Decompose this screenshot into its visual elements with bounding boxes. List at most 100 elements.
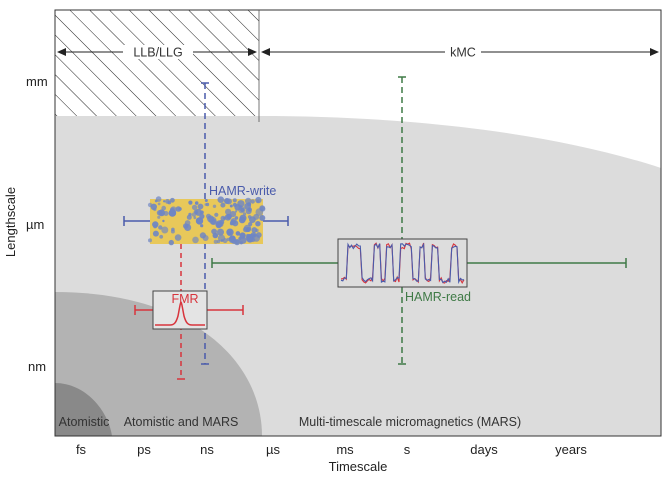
grain-dot	[159, 234, 164, 239]
grain-dot	[161, 205, 166, 211]
hamr-read-group: HAMR-read	[211, 76, 627, 365]
grain-dot	[191, 204, 198, 211]
read-trace-line	[340, 242, 465, 285]
grain-dot	[239, 232, 246, 239]
grain-dot	[174, 234, 182, 241]
grain-dot	[162, 219, 165, 223]
kmc-arrow: kMC	[261, 45, 659, 60]
x-axis-title: Timescale	[329, 459, 388, 474]
grain-dot	[193, 216, 197, 220]
grain-dot	[217, 228, 224, 236]
grain-dot	[247, 215, 252, 219]
grain-dot	[231, 238, 237, 244]
grain-dot	[194, 201, 199, 205]
hamr-write-label: HAMR-write	[209, 184, 276, 198]
grain-dot	[212, 204, 217, 208]
y-tick-um: µm	[26, 217, 44, 232]
grain-dot	[156, 210, 163, 216]
grain-dot	[200, 224, 204, 228]
grain-dot	[158, 225, 163, 230]
grain-dot	[154, 199, 158, 203]
grain-dot	[195, 212, 198, 215]
grain-dot	[232, 198, 237, 203]
grain-dot	[245, 208, 252, 215]
grain-dot	[204, 203, 208, 206]
grain-dot	[171, 227, 175, 232]
hamr-read-label: HAMR-read	[405, 290, 471, 304]
hamr-write-grain-image	[147, 196, 266, 246]
grain-dot	[202, 235, 209, 241]
grain-dot	[220, 202, 226, 208]
grain-dot	[218, 222, 224, 227]
grain-dot	[230, 219, 236, 225]
grain-dot	[217, 196, 225, 203]
grain-dot	[250, 199, 255, 204]
grain-dot	[191, 212, 197, 217]
grain-dot	[157, 202, 161, 206]
grain-dot	[197, 203, 204, 210]
kmc-label: kMC	[450, 46, 476, 60]
grain-dot	[225, 208, 232, 215]
grain-dot	[255, 208, 264, 216]
grain-dot	[188, 200, 193, 205]
fmr-resonance-curve	[155, 301, 205, 326]
grain-dot	[153, 207, 157, 212]
grain-dot	[235, 231, 241, 236]
x-tick-s: s	[404, 442, 411, 457]
grain-dot	[152, 221, 159, 228]
llb-llg-arrow: LLB/LLG	[57, 45, 257, 60]
fmr-panel	[152, 290, 208, 330]
llb-llg-label: LLB/LLG	[133, 46, 182, 60]
grain-dot	[212, 232, 219, 239]
y-tick-mm: mm	[26, 74, 48, 89]
grain-dot	[226, 213, 232, 220]
grain-dot	[220, 215, 226, 221]
plot-frame	[54, 9, 662, 437]
fmr-label: FMR	[171, 292, 198, 306]
grain-dot	[214, 212, 219, 217]
grain-dot	[163, 200, 166, 203]
x-tick-us: µs	[266, 442, 280, 457]
grain-dot	[204, 199, 208, 202]
grain-dot	[234, 204, 241, 211]
grain-dot	[224, 198, 230, 204]
mars-label: Multi-timescale micromagnetics (MARS)	[299, 415, 521, 429]
x-tick-years: years	[555, 442, 587, 457]
fmr-group: FMR	[134, 244, 244, 380]
atomistic-mars-label: Atomistic and MARS	[124, 415, 239, 429]
grain-dot	[152, 230, 159, 237]
grain-dot	[206, 213, 211, 219]
grain-dot	[239, 241, 243, 245]
grain-dot	[229, 204, 233, 208]
x-tick-ps: ps	[137, 442, 151, 457]
x-tick-fs: fs	[76, 442, 87, 457]
y-tick-nm: nm	[28, 359, 46, 374]
grain-dot	[227, 231, 232, 236]
grain-dot	[234, 216, 239, 220]
x-tick-ms: ms	[336, 442, 354, 457]
grain-dot	[195, 217, 204, 225]
grain-dot	[148, 238, 152, 243]
grain-dot	[188, 212, 192, 217]
hamr-read-signal-traces	[340, 242, 465, 285]
grain-dot	[244, 202, 252, 210]
grain-dot	[200, 210, 204, 215]
grain-dot	[157, 215, 161, 219]
grain-dot	[213, 239, 218, 244]
grain-dot	[192, 236, 199, 244]
grain-dot	[238, 216, 246, 224]
grain-dot	[245, 197, 252, 205]
grain-dot	[243, 224, 252, 233]
grain-dot	[217, 234, 226, 242]
grain-dot	[256, 200, 260, 203]
grain-dot	[249, 233, 254, 239]
atomistic-region	[55, 383, 112, 436]
y-axis-title: Lengthscale	[3, 187, 18, 257]
atomistic-label: Atomistic	[59, 415, 110, 429]
grain-dot	[170, 197, 175, 203]
grain-dot	[161, 226, 169, 234]
x-tick-days: days	[470, 442, 498, 457]
atomistic-mars-region	[55, 292, 262, 436]
grain-dot	[165, 199, 170, 204]
